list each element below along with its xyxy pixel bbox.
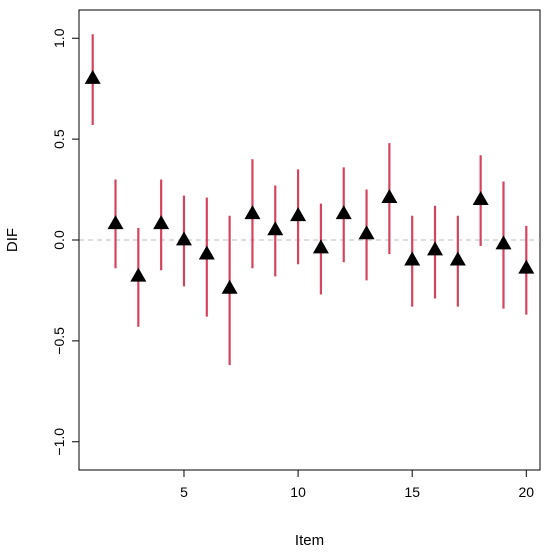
x-tick-label: 15 [404, 484, 420, 500]
x-axis-title: Item [295, 532, 324, 549]
point-estimate-triangle [427, 241, 444, 256]
point-estimate-triangle [267, 221, 284, 236]
y-axis-title: DIF [4, 228, 21, 252]
point-estimate-triangle [381, 188, 398, 203]
point-estimate-triangle [175, 231, 192, 246]
point-estimate-triangle [518, 259, 535, 274]
x-axis: 5 10 15 20 [180, 469, 535, 500]
x-tick-label: 5 [180, 484, 188, 500]
point-estimate-triangle [358, 225, 375, 240]
point-estimate-triangle [107, 215, 124, 230]
y-tick-label: 1.0 [51, 28, 67, 48]
confidence-intervals [91, 34, 528, 366]
point-estimate-triangle [495, 235, 512, 250]
point-estimate-triangle [312, 239, 329, 254]
point-estimate-triangle [335, 205, 352, 220]
y-axis: −1.0 −0.5 0.0 0.5 1.0 [51, 28, 80, 456]
point-estimate-triangle [472, 190, 489, 205]
point-estimate-triangle [84, 69, 101, 84]
point-estimates [84, 69, 535, 294]
x-tick-label: 20 [519, 484, 535, 500]
y-tick-label: −1.0 [51, 428, 67, 456]
y-tick-label: −0.5 [51, 327, 67, 355]
point-estimate-triangle [130, 267, 147, 282]
y-tick-label: 0.0 [51, 230, 67, 250]
point-estimate-triangle [404, 251, 421, 266]
point-estimate-triangle [449, 251, 466, 266]
point-estimate-triangle [221, 279, 238, 294]
x-tick-label: 10 [290, 484, 306, 500]
point-estimate-triangle [244, 205, 261, 220]
point-estimate-triangle [198, 245, 215, 260]
y-tick-label: 0.5 [51, 129, 67, 149]
point-estimate-triangle [153, 215, 170, 230]
point-estimate-triangle [290, 207, 307, 222]
